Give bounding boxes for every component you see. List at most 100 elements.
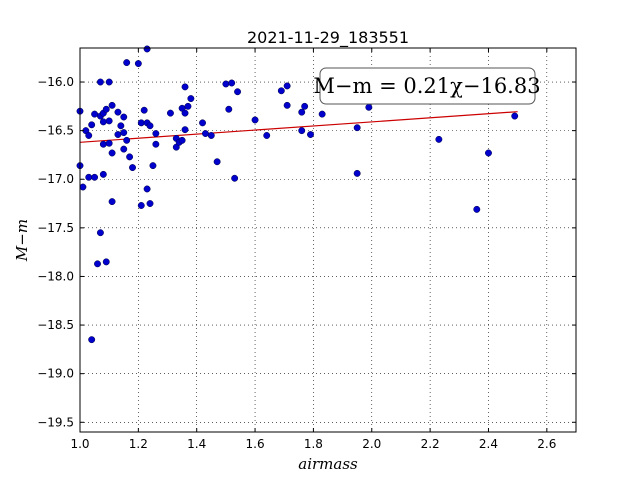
data-point [307, 131, 314, 138]
data-point [365, 103, 373, 111]
y-tick-label: −18.0 [37, 269, 74, 283]
data-point [485, 149, 492, 157]
y-tick-label: −17.0 [37, 172, 74, 186]
data-point [102, 258, 110, 266]
data-point [298, 127, 306, 135]
data-point [108, 101, 116, 109]
data-point [108, 149, 116, 157]
data-point [473, 205, 481, 213]
data-point [318, 110, 326, 118]
data-point [99, 140, 107, 148]
data-point [511, 112, 519, 120]
data-point [146, 200, 154, 207]
data-point [181, 109, 189, 117]
data-point [178, 136, 186, 144]
y-tick-label: −19.5 [37, 415, 74, 429]
plot-area [80, 48, 576, 432]
data-point [251, 116, 259, 124]
data-point [263, 132, 271, 139]
data-point [105, 139, 113, 147]
data-point [91, 173, 99, 181]
data-point [283, 82, 291, 90]
data-point [222, 80, 230, 88]
data-point [187, 95, 195, 103]
plot-frame [79, 47, 577, 433]
data-point [91, 110, 99, 118]
data-point [228, 79, 236, 87]
data-point [435, 135, 443, 143]
chart-title: 2021-11-29_183551 [247, 28, 409, 48]
fit-line [79, 111, 518, 143]
data-point [108, 198, 116, 206]
data-point [181, 126, 189, 134]
fit-equation: M−m = 0.21χ−16.83 [313, 74, 540, 98]
data-point [353, 124, 361, 132]
fit-annotation: M−m = 0.21χ−16.83 [313, 67, 541, 105]
data-point [88, 336, 96, 344]
data-point [137, 202, 145, 209]
x-tick-label: 2.2 [421, 437, 440, 451]
data-point [140, 106, 148, 114]
data-point [85, 132, 93, 139]
data-point [94, 260, 101, 268]
data-point [96, 78, 104, 86]
data-point [149, 162, 157, 170]
data-point [199, 119, 206, 127]
x-tick-label: 1.0 [70, 437, 89, 451]
data-point [143, 45, 151, 53]
data-point [298, 108, 306, 116]
x-tick-label: 1.2 [129, 437, 148, 451]
data-point [213, 158, 221, 166]
data-point [207, 132, 215, 139]
data-point [283, 101, 291, 109]
data-point [129, 164, 136, 172]
data-point [96, 229, 104, 237]
y-tick-label: −16.5 [37, 124, 74, 138]
x-tick-label: 2.0 [362, 437, 381, 451]
data-point [166, 109, 174, 117]
data-point [353, 169, 361, 177]
data-point [134, 60, 142, 68]
data-point [123, 136, 131, 144]
data-point [146, 122, 154, 130]
data-point [202, 130, 209, 137]
y-axis-label: M−m [13, 219, 31, 262]
data-point [99, 170, 107, 178]
x-tick-label: 1.6 [246, 437, 265, 451]
data-point [120, 129, 128, 137]
data-point [102, 105, 110, 113]
x-axis-label: airmass [298, 455, 358, 473]
data-point [117, 122, 125, 130]
data-point [123, 59, 131, 67]
data-point [79, 183, 87, 191]
x-axis-ticks: 1.0 1.2 1.4 1.6 1.8 2.0 2.2 2.4 2.6 [70, 48, 556, 451]
data-point [277, 87, 285, 95]
data-point [85, 173, 93, 181]
data-point [120, 113, 128, 121]
y-tick-label: −16.0 [37, 75, 74, 89]
data-point [114, 108, 122, 116]
y-tick-label: −17.5 [37, 221, 74, 235]
data-point [225, 105, 233, 113]
fit-line-group [79, 111, 518, 143]
data-point [88, 121, 96, 129]
data-point [301, 102, 309, 110]
data-point [152, 130, 160, 137]
y-axis-ticks: −16.0 −16.5 −17.0 −17.5 −18.0 −18.5 −19.0 −19.5 [37, 75, 576, 429]
data-point [120, 145, 128, 153]
x-tick-label: 1.8 [304, 437, 323, 451]
data-point [137, 119, 145, 127]
x-tick-label: 2.4 [479, 437, 498, 451]
data-point [234, 88, 242, 96]
data-point [105, 117, 113, 125]
data-point [99, 118, 107, 126]
data-point [231, 174, 239, 182]
data-point [114, 131, 122, 138]
data-points [76, 45, 519, 344]
x-tick-label: 1.4 [187, 437, 206, 451]
y-tick-label: −19.0 [37, 367, 74, 381]
y-tick-label: −18.5 [37, 318, 74, 332]
grid-lines [79, 48, 576, 432]
data-point [181, 83, 189, 91]
